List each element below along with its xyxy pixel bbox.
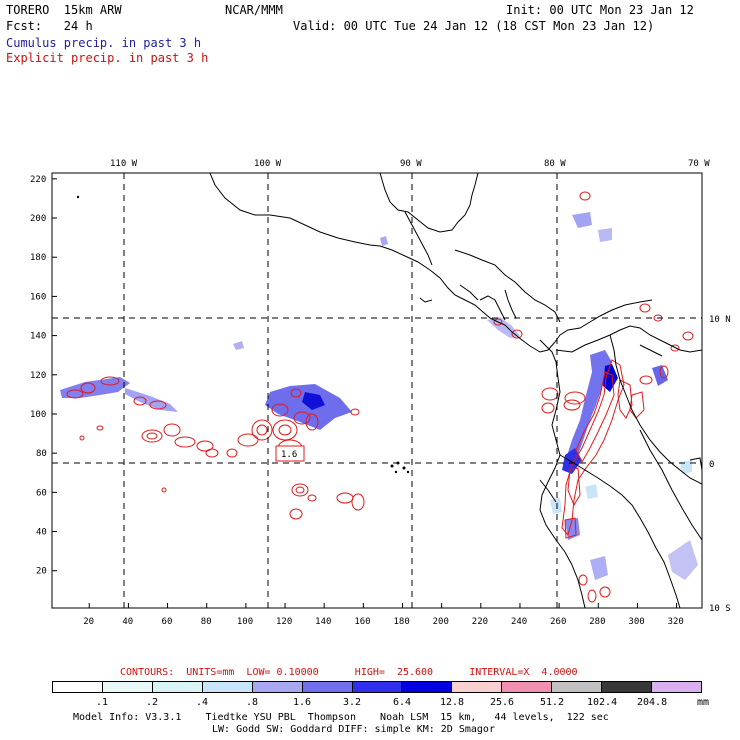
x-tick-label: 300 — [628, 617, 644, 627]
x-tick-label: 260 — [550, 617, 566, 627]
colorbar-label: 12.8 — [440, 697, 465, 708]
lat-label-0: 0 — [709, 460, 714, 470]
y-tick-label: 60 — [36, 488, 47, 498]
explicit-precip-contours — [66, 191, 694, 603]
colorbar-label: .1 — [96, 697, 109, 708]
colorbar-label: 1.6 — [293, 697, 312, 708]
forecast-hour: Fcst: 24 h — [6, 19, 93, 33]
y-tick-label: 160 — [30, 292, 46, 302]
y-tick-labels: 220 200 180 160 140 120 100 80 60 40 20 — [30, 175, 47, 577]
colorbar-label: 51.2 — [540, 697, 565, 708]
y-tick-label: 220 — [30, 175, 46, 185]
y-tick-label: 200 — [30, 214, 46, 224]
y-tick-label: 80 — [36, 449, 47, 459]
contour-label-box — [275, 445, 305, 462]
colorbar — [52, 681, 702, 693]
lon-label-80w: 80 W — [544, 159, 566, 169]
colorbar-label: 102.4 — [587, 697, 618, 708]
x-tick-label: 160 — [354, 617, 370, 627]
x-tick-labels: 20 40 60 80 100 120 140 160 180 200 220 240 260 280 30… — [83, 617, 684, 627]
colorbar-label: 25.6 — [490, 697, 515, 708]
lon-label-110w: 110 W — [110, 159, 138, 169]
colorbar-segment — [552, 682, 603, 692]
model-info-line2: LW: Godd SW: Goddard DIFF: simple KM: 2D… — [212, 724, 495, 735]
colorbar-segment — [502, 682, 553, 692]
colorbar-segment — [602, 682, 653, 692]
y-tick-label: 140 — [30, 332, 46, 342]
field-cumulus-label: Cumulus precip. in past 3 h — [6, 36, 202, 50]
lon-label-100w: 100 W — [254, 159, 282, 169]
colorbar-label: 6.4 — [393, 697, 412, 708]
coastlines — [209, 173, 702, 608]
valid-time: Valid: 00 UTC Tue 24 Jan 12 (18 CST Mon … — [293, 19, 655, 33]
x-tick-label: 180 — [393, 617, 409, 627]
lat-label-10s: 10 S — [709, 604, 731, 614]
colorbar-segment — [652, 682, 701, 692]
x-tick-label: 40 — [122, 617, 133, 627]
colorbar-segment — [402, 682, 453, 692]
colorbar-segment — [152, 682, 203, 692]
x-tick-label: 220 — [472, 617, 488, 627]
colorbar-label: 3.2 — [343, 697, 362, 708]
y-tick-label: 100 — [30, 410, 46, 420]
colorbar-label: 204.8 — [637, 697, 668, 708]
y-tick-label: 20 — [36, 567, 47, 577]
x-tick-label: 140 — [315, 617, 331, 627]
x-tick-label: 100 — [237, 617, 253, 627]
colorbar-segment — [202, 682, 253, 692]
y-tick-label: 120 — [30, 371, 46, 381]
colorbar-segment — [302, 682, 353, 692]
init-time: Init: 00 UTC Mon 23 Jan 12 — [506, 3, 694, 17]
contour-label: 1.6 — [281, 450, 297, 460]
colorbar-segment — [252, 682, 303, 692]
x-tick-label: 80 — [201, 617, 212, 627]
lon-label-90w: 90 W — [400, 159, 422, 169]
x-tick-label: 60 — [162, 617, 173, 627]
colorbar-unit: mm — [697, 697, 710, 708]
lat-label-10n: 10 N — [709, 315, 731, 325]
colorbar-label: .8 — [246, 697, 259, 708]
x-tick-label: 240 — [511, 617, 527, 627]
colorbar-segment — [452, 682, 503, 692]
organization: NCAR/MMM — [225, 3, 283, 17]
field-explicit-label: Explicit precip. in past 3 h — [6, 51, 209, 65]
x-tick-label: 280 — [589, 617, 605, 627]
x-tick-label: 120 — [276, 617, 292, 627]
lat-lon-grid — [52, 173, 702, 608]
x-tick-label: 320 — [668, 617, 684, 627]
model-title: TORERO 15km ARW — [6, 3, 122, 17]
colorbar-segment — [53, 682, 103, 692]
colorbar-segment — [352, 682, 403, 692]
axis-ticks — [52, 178, 678, 608]
colorbar-label: .2 — [146, 697, 159, 708]
model-info-line1: Model Info: V3.3.1 Tiedtke YSU PBL Thomp… — [73, 712, 609, 723]
colorbar-segment — [102, 682, 153, 692]
y-tick-label: 180 — [30, 253, 46, 263]
lon-label-70w: 70 W — [688, 159, 710, 169]
map-frame — [51, 172, 703, 609]
colorbar-label: .4 — [196, 697, 209, 708]
y-tick-label: 40 — [36, 528, 47, 538]
x-tick-label: 200 — [433, 617, 449, 627]
x-tick-label: 20 — [83, 617, 94, 627]
islands — [76, 195, 410, 474]
contours-info: CONTOURS: UNITS=mm LOW= 0.10000 HIGH= 25… — [120, 667, 578, 678]
cumulus-precip-areas — [60, 212, 698, 580]
